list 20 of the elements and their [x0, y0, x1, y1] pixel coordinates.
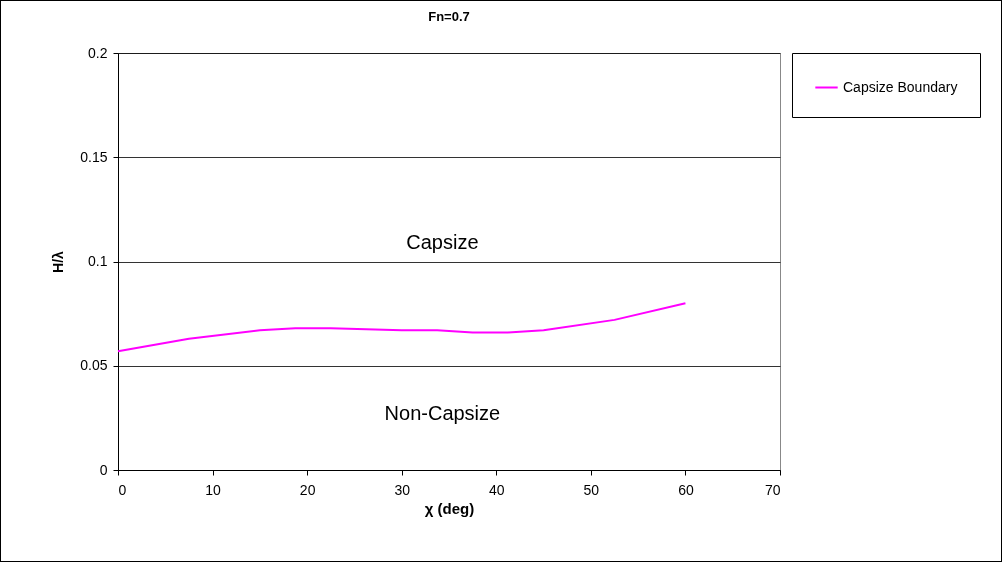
annotation: Non-Capsize — [384, 401, 501, 424]
legend-label: Capsize Boundary — [843, 78, 958, 95]
line-series — [117, 302, 687, 353]
x-tick-label: 60 — [678, 481, 694, 498]
annotation: Capsize — [406, 230, 479, 253]
y-tick-label: 0.1 — [88, 253, 108, 269]
x-tick-label: 20 — [299, 481, 316, 498]
x-tick-label: 50 — [583, 481, 600, 498]
y-axis-title: H/λ — [50, 250, 67, 273]
y-tick-label: 0.15 — [80, 148, 108, 165]
x-tick-label: 10 — [205, 481, 222, 498]
x-tick-label: 70 — [764, 481, 781, 498]
y-tick-label: 0.2 — [88, 44, 108, 61]
y-tick-label: 0 — [99, 461, 108, 478]
chart-title: Fn=0.7 — [428, 9, 470, 24]
y-tick-label: 0.05 — [80, 357, 108, 374]
x-tick-label: 30 — [394, 481, 411, 498]
x-tick-label: 0 — [118, 481, 127, 498]
x-axis-title: χ (deg) — [424, 499, 475, 517]
x-tick-label: 40 — [489, 481, 505, 498]
